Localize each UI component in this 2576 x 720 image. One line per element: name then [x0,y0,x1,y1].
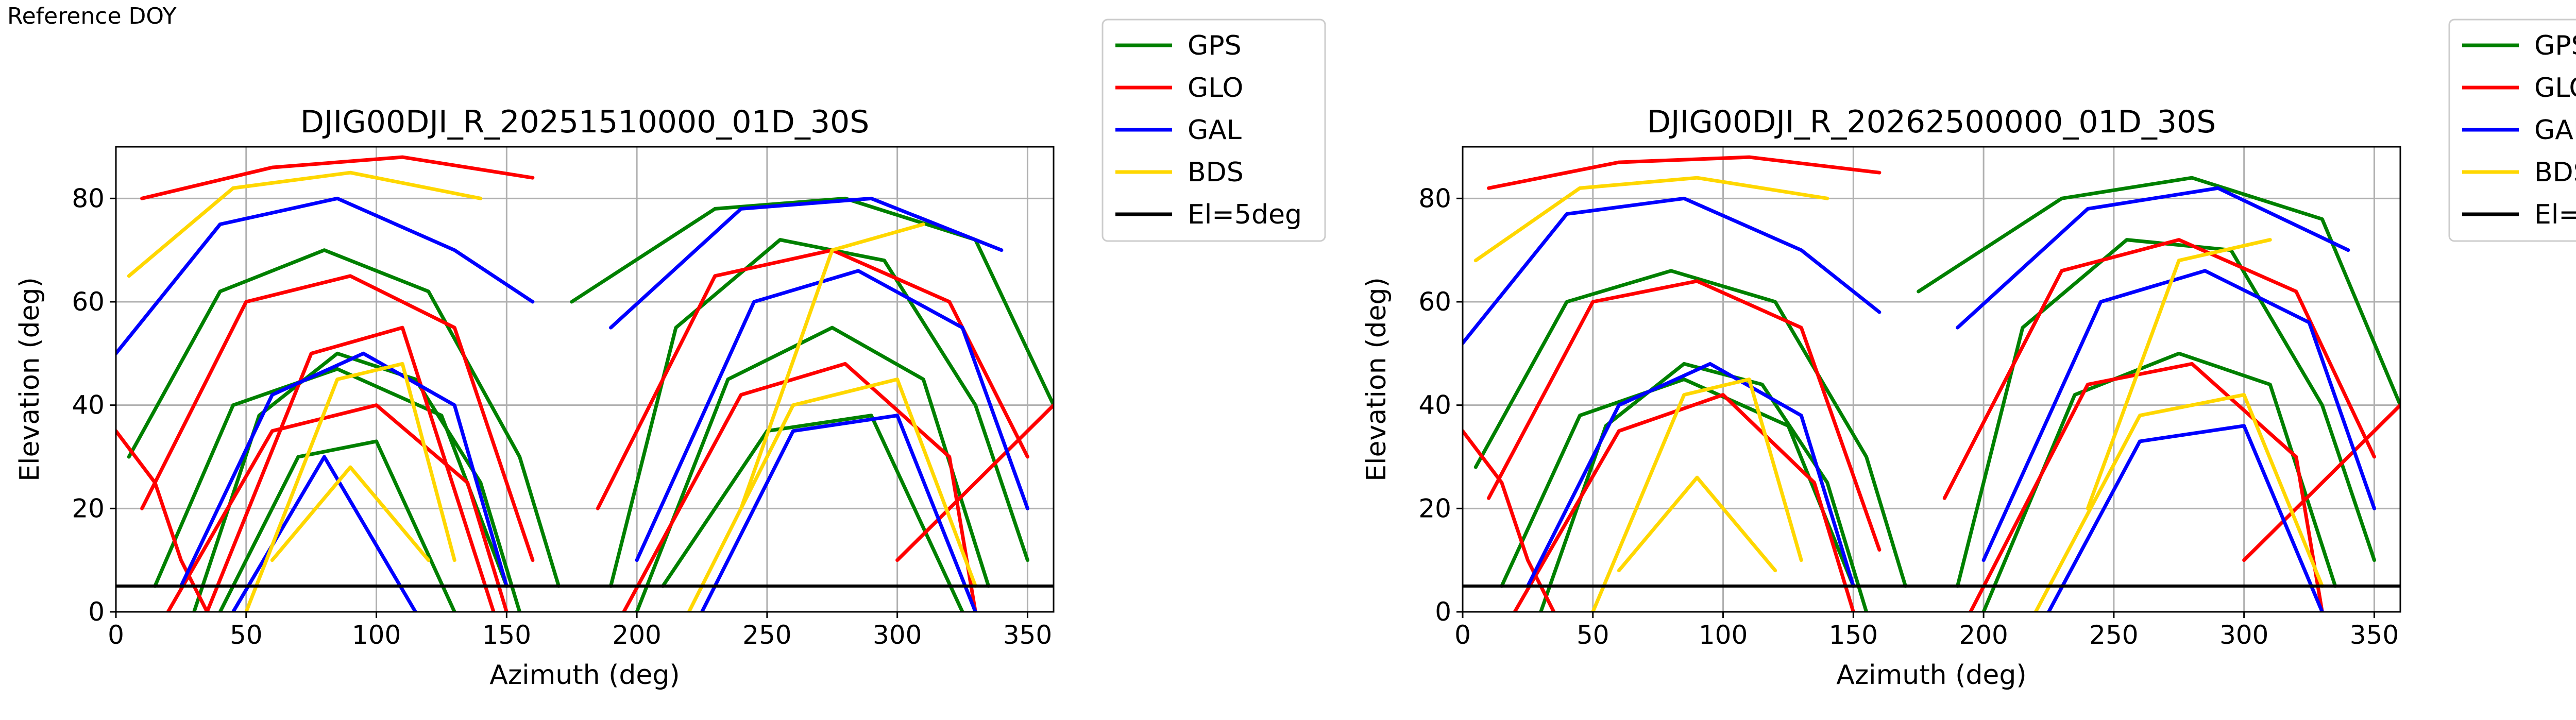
series-glo-track [1969,362,2324,612]
y-tick-label: 60 [1418,287,1451,317]
legend: GPS GLO GAL BDS El=5deg [1101,19,1326,242]
series-bds-track [1473,176,1829,263]
x-tick-label: 350 [1003,620,1052,650]
legend-label: GLO [1188,73,1243,104]
series-glo-track [205,325,496,612]
series-gal-track [1526,362,1855,588]
series-glo-track [1487,155,1882,190]
y-tick-label: 60 [72,287,105,317]
y-tick-label: 40 [72,390,105,420]
y-tick-label: 80 [72,183,105,213]
x-tick-label: 300 [873,620,922,650]
series-glo-track [1942,238,2376,500]
series-gal-track [179,351,509,588]
y-axis-label: Elevation (deg) [14,277,45,482]
series-gps-track [635,325,991,612]
series-glo-track [596,248,1029,510]
y-tick-label: 80 [1418,183,1451,213]
legend-label: BDS [1188,157,1244,188]
x-tick-label: 300 [2219,620,2268,650]
legend-label: GPS [1188,30,1242,61]
series-gps-track [153,367,509,588]
legend-label: GLO [2534,73,2576,104]
y-tick-label: 0 [88,597,105,627]
series-glo-track [2242,403,2400,562]
series-glo-track [140,274,535,562]
axes-frame [115,146,1055,613]
series-bds-track [127,170,483,278]
series-gps-track [1473,269,1907,588]
series-gal-track [1981,269,2376,562]
series-gps-track [570,196,1054,407]
series-gps-track [661,414,964,612]
series-bds-track [2033,393,2324,612]
x-tick-label: 100 [352,620,401,650]
series-gal-track [116,196,535,355]
series-glo-track [622,362,977,612]
series-bds-track [739,222,925,510]
x-tick-label: 0 [108,620,124,650]
series-glo-track [166,403,509,612]
series-gps-track [1539,362,1869,612]
x-tick-label: 50 [1577,620,1609,650]
x-tick-label: 250 [742,620,791,650]
x-axis-label: Azimuth (deg) [1836,660,2026,691]
axes-frame [1462,146,2401,613]
series-gal-track [700,414,977,612]
legend-box [1101,19,1326,242]
series-glo-track [1513,393,1855,612]
series-gps-track [127,248,561,588]
legend-label: GAL [2534,115,2576,146]
series-bds-track [2086,238,2272,510]
series-gps-track [1917,176,2400,407]
series-gal-track [2047,424,2324,612]
x-tick-label: 250 [2089,620,2138,650]
legend-label: El=5deg [2534,199,2576,230]
series-gps-track [218,439,456,612]
y-tick-label: 20 [1418,493,1451,523]
y-axis-label: Elevation (deg) [1361,277,1392,482]
x-tick-label: 150 [1829,620,1878,650]
y-tick-label: 40 [1418,390,1451,420]
x-tick-label: 50 [230,620,263,650]
x-tick-label: 200 [1959,620,2008,650]
x-tick-label: 350 [2350,620,2399,650]
series-bds-track [244,362,456,612]
x-tick-label: 200 [612,620,661,650]
chart-left: 0 50 100 150 200 250 300 350 0 20 40 60 80 DJIG00DJI_… [14,19,1326,691]
y-tick-label: 20 [72,493,105,523]
plot-area [1463,155,2400,612]
series-gal-track [635,269,1029,562]
legend: GPS GLO GAL BDS El=5deg [2448,19,2576,242]
legend-label: El=5deg [1188,199,1302,230]
series-bds-track [1617,475,1777,573]
x-tick-label: 0 [1454,620,1471,650]
series-glo-track [140,155,535,200]
legend-label: GPS [2534,30,2576,61]
x-axis-label: Azimuth (deg) [489,660,680,691]
series-gal-track [1463,196,1882,345]
legend-label: GAL [1188,115,1242,146]
chart-right: 0 50 100 150 200 250 300 350 0 20 40 60 80 DJIG00DJI_… [1361,19,2576,691]
series-gal-track [231,455,417,612]
series-gal-track [609,196,1004,330]
series-gal-track [1956,186,2350,330]
plot-area [116,155,1054,612]
x-tick-label: 150 [482,620,531,650]
series-bds-track [270,465,431,562]
chart-title: DJIG00DJI_R_20262500000_01D_30S [1647,104,2216,140]
chart-title: DJIG00DJI_R_20251510000_01D_30S [300,104,870,140]
legend-label: BDS [2534,157,2576,188]
series-glo-track [895,403,1054,562]
series-bds-track [1591,378,1803,612]
x-tick-label: 100 [1699,620,1748,650]
reference-doy-label: Reference DOY [7,3,177,29]
series-glo-track [1487,279,1882,552]
y-tick-label: 0 [1435,597,1451,627]
